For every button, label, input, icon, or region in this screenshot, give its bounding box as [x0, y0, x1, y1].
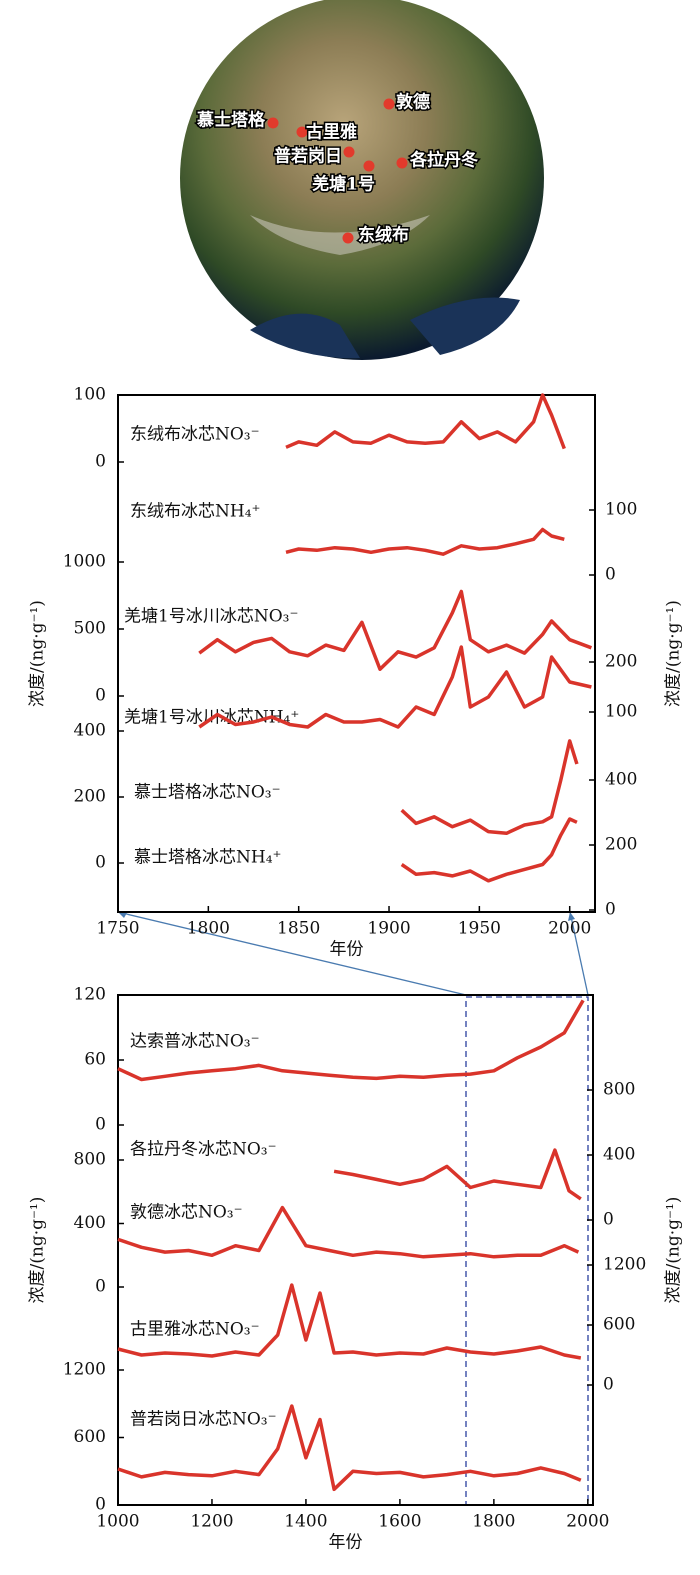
y-tick-label: 500 — [74, 619, 106, 639]
y2-tick-label: 100 — [605, 500, 637, 520]
y2-axis-label: 浓度/(ng·g⁻¹) — [664, 1197, 684, 1304]
plot-frame — [117, 394, 596, 913]
x-tick-label: 1200 — [190, 1512, 233, 1532]
y-tick-label: 60 — [84, 1050, 106, 1070]
panel-label: 达索普冰芯NO₃⁻ — [130, 1032, 260, 1052]
y-tick-label: 0 — [95, 686, 106, 706]
series-line — [117, 1205, 580, 1259]
y-tick-label: 0 — [95, 452, 106, 472]
y2-tick-label: 200 — [605, 835, 637, 855]
site-dot — [396, 157, 408, 169]
y2-tick-label: 0 — [605, 900, 616, 920]
sea — [250, 313, 360, 359]
x-tick-label: 1950 — [458, 919, 501, 939]
map — [180, 0, 544, 360]
x-tick-label: 1400 — [284, 1512, 327, 1532]
panel-label: 东绒布冰芯NO₃⁻ — [130, 425, 260, 445]
panel-label: 东绒布冰芯NH₄⁺ — [130, 502, 261, 522]
x-tick-label: 1850 — [277, 919, 320, 939]
y2-tick-label: 200 — [605, 652, 637, 672]
sea — [410, 297, 520, 355]
himalaya — [250, 215, 430, 255]
y2-tick-label: 0 — [605, 565, 616, 585]
series-line — [198, 589, 593, 671]
site-dot — [296, 126, 308, 138]
panel-label: 敦德冰芯NO₃⁻ — [130, 1203, 243, 1223]
x-axis-label: 年份 — [330, 940, 364, 960]
panel-label: 普若岗日冰芯NO₃⁻ — [130, 1410, 277, 1430]
site-label: 各拉丹冬 — [409, 150, 478, 171]
y-tick-label: 120 — [74, 985, 106, 1005]
series-line — [285, 527, 565, 556]
y-tick-label: 0 — [95, 1115, 106, 1135]
x-tick-label: 1800 — [472, 1512, 515, 1532]
panel-label: 古里雅冰芯NO₃⁻ — [130, 1320, 260, 1340]
globe — [180, 0, 544, 360]
site-label: 羌塘1号 — [312, 174, 375, 195]
y-tick-label: 400 — [74, 1213, 106, 1233]
y-tick-label: 200 — [74, 787, 106, 807]
x-tick-label: 2000 — [548, 919, 591, 939]
site-label: 慕士塔格 — [196, 110, 266, 131]
y-tick-label: 600 — [74, 1427, 106, 1447]
plot-frame — [117, 994, 594, 1506]
x-tick-label: 1800 — [187, 919, 230, 939]
x-tick-label: 1900 — [367, 919, 410, 939]
y-tick-label: 0 — [95, 853, 106, 873]
y2-tick-label: 400 — [605, 770, 637, 790]
y2-tick-label: 1200 — [603, 1255, 646, 1275]
series-line — [400, 739, 579, 836]
series-line — [117, 1283, 582, 1360]
y-tick-label: 1000 — [63, 552, 106, 572]
connector — [569, 911, 589, 996]
site-dot — [383, 98, 395, 110]
series-line — [117, 1404, 582, 1492]
series-line — [117, 999, 585, 1082]
site-label: 古里雅 — [306, 122, 357, 143]
site-dot — [343, 146, 355, 158]
series-line — [400, 817, 578, 883]
panel-label: 各拉丹冬冰芯NO₃⁻ — [130, 1140, 277, 1160]
y-tick-label: 100 — [74, 385, 106, 405]
site-label: 东绒布 — [358, 225, 409, 246]
y-tick-label: 800 — [74, 1150, 106, 1170]
y2-axis-label: 浓度/(ng·g⁻¹) — [664, 600, 684, 707]
site-label: 普若岗日 — [274, 146, 342, 167]
x-tick-label: 1750 — [96, 919, 139, 939]
y2-tick-label: 800 — [603, 1080, 635, 1100]
y2-tick-label: 600 — [603, 1315, 635, 1335]
y2-tick-label: 0 — [603, 1210, 614, 1230]
site-dot — [267, 117, 279, 129]
y2-tick-label: 0 — [603, 1375, 614, 1395]
panel-label: 慕士塔格冰芯NH₄⁺ — [134, 848, 282, 868]
site-dot — [342, 232, 354, 244]
site-dot — [363, 160, 375, 172]
y2-tick-label: 400 — [603, 1145, 635, 1165]
connector — [117, 911, 467, 996]
y-axis-label: 浓度/(ng·g⁻¹) — [28, 1197, 48, 1304]
panel-label: 羌塘1号冰川冰芯NO₃⁻ — [124, 607, 298, 627]
series-line — [198, 645, 592, 729]
site-label: 敦德 — [396, 92, 430, 113]
arrow-head — [568, 912, 575, 921]
x-tick-label: 1000 — [96, 1512, 139, 1532]
y-tick-label: 400 — [74, 721, 106, 741]
y-axis-label: 浓度/(ng·g⁻¹) — [28, 600, 48, 707]
x-axis-label: 年份 — [329, 1533, 363, 1553]
x-tick-label: 1600 — [378, 1512, 421, 1532]
series-line — [333, 1148, 582, 1201]
panel-label: 慕士塔格冰芯NO₃⁻ — [134, 783, 281, 803]
series-line — [285, 393, 566, 450]
y-tick-label: 0 — [95, 1277, 106, 1297]
y-tick-label: 0 — [95, 1495, 106, 1515]
y-tick-label: 1200 — [63, 1360, 106, 1380]
y2-tick-label: 100 — [605, 702, 637, 722]
x-tick-label: 2000 — [566, 1512, 609, 1532]
